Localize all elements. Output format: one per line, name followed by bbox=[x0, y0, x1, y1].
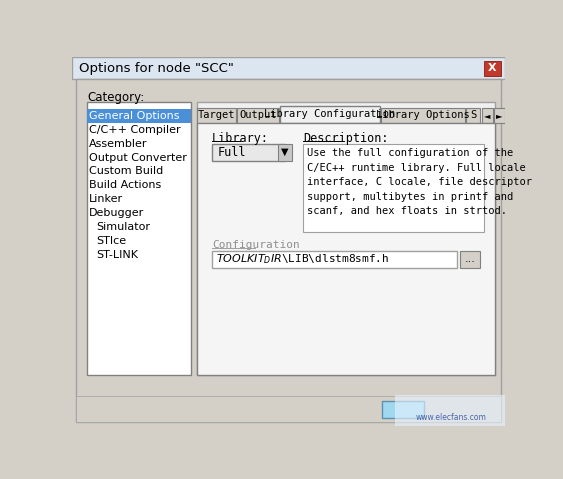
Text: Configuration: Configuration bbox=[212, 240, 300, 250]
Text: Output: Output bbox=[239, 110, 276, 120]
Text: S: S bbox=[470, 110, 476, 120]
Text: Use the full configuration of the: Use the full configuration of the bbox=[307, 148, 513, 158]
Bar bbox=[466, 107, 480, 123]
Text: STIce: STIce bbox=[96, 236, 127, 246]
Bar bbox=[87, 109, 191, 123]
Text: X: X bbox=[488, 63, 497, 73]
Text: Description:: Description: bbox=[303, 132, 388, 145]
Text: scanf, and hex floats in strtod.: scanf, and hex floats in strtod. bbox=[307, 206, 507, 217]
Text: Debugger: Debugger bbox=[89, 208, 144, 218]
Text: ST-LINK: ST-LINK bbox=[96, 250, 138, 260]
Text: Custom Build: Custom Build bbox=[89, 166, 163, 176]
Bar bbox=[212, 144, 285, 160]
Bar bbox=[236, 107, 279, 123]
Text: Build Actions: Build Actions bbox=[89, 180, 161, 190]
Text: Simulator: Simulator bbox=[96, 222, 150, 232]
Text: support, multibytes in printf and: support, multibytes in printf and bbox=[307, 192, 513, 202]
Bar bbox=[381, 107, 465, 123]
Bar bbox=[482, 107, 493, 123]
Bar bbox=[87, 102, 191, 376]
Text: Assembler: Assembler bbox=[89, 139, 147, 148]
Text: Linker: Linker bbox=[89, 194, 123, 204]
Text: Options for node "SCC": Options for node "SCC" bbox=[79, 62, 234, 75]
Bar bbox=[75, 396, 502, 422]
Bar bbox=[303, 144, 484, 232]
Bar bbox=[395, 395, 506, 426]
Bar bbox=[196, 123, 495, 376]
Text: ◄: ◄ bbox=[484, 111, 491, 120]
Bar bbox=[212, 251, 457, 268]
Bar bbox=[196, 102, 495, 376]
Text: $TOOLKIT_DIR$\LIB\dlstm8smf.h: $TOOLKIT_DIR$\LIB\dlstm8smf.h bbox=[216, 252, 389, 266]
Text: Library Configuration: Library Configuration bbox=[264, 110, 395, 119]
Text: ▼: ▼ bbox=[282, 147, 289, 157]
Text: ►: ► bbox=[496, 111, 502, 120]
Bar bbox=[382, 401, 425, 418]
Text: C/EC++ runtime library. Full locale: C/EC++ runtime library. Full locale bbox=[307, 162, 525, 172]
Bar bbox=[72, 57, 506, 79]
Bar bbox=[197, 107, 236, 123]
Text: ...: ... bbox=[464, 254, 475, 264]
Bar bbox=[494, 107, 504, 123]
Text: Library Options: Library Options bbox=[376, 110, 470, 120]
Text: Output Converter: Output Converter bbox=[89, 153, 186, 162]
Text: General Options: General Options bbox=[89, 111, 179, 121]
Text: www.elecfans.com: www.elecfans.com bbox=[415, 413, 486, 422]
Text: Library:: Library: bbox=[212, 132, 269, 145]
Bar bbox=[278, 144, 292, 160]
Text: Target: Target bbox=[198, 110, 235, 120]
Bar bbox=[484, 60, 501, 76]
Text: C/C++ Compiler: C/C++ Compiler bbox=[89, 125, 180, 135]
Bar bbox=[280, 106, 380, 123]
Bar bbox=[460, 251, 480, 268]
Text: interface, C locale, file descriptor: interface, C locale, file descriptor bbox=[307, 177, 531, 187]
Text: Category:: Category: bbox=[87, 91, 145, 104]
Text: Full: Full bbox=[218, 146, 247, 159]
